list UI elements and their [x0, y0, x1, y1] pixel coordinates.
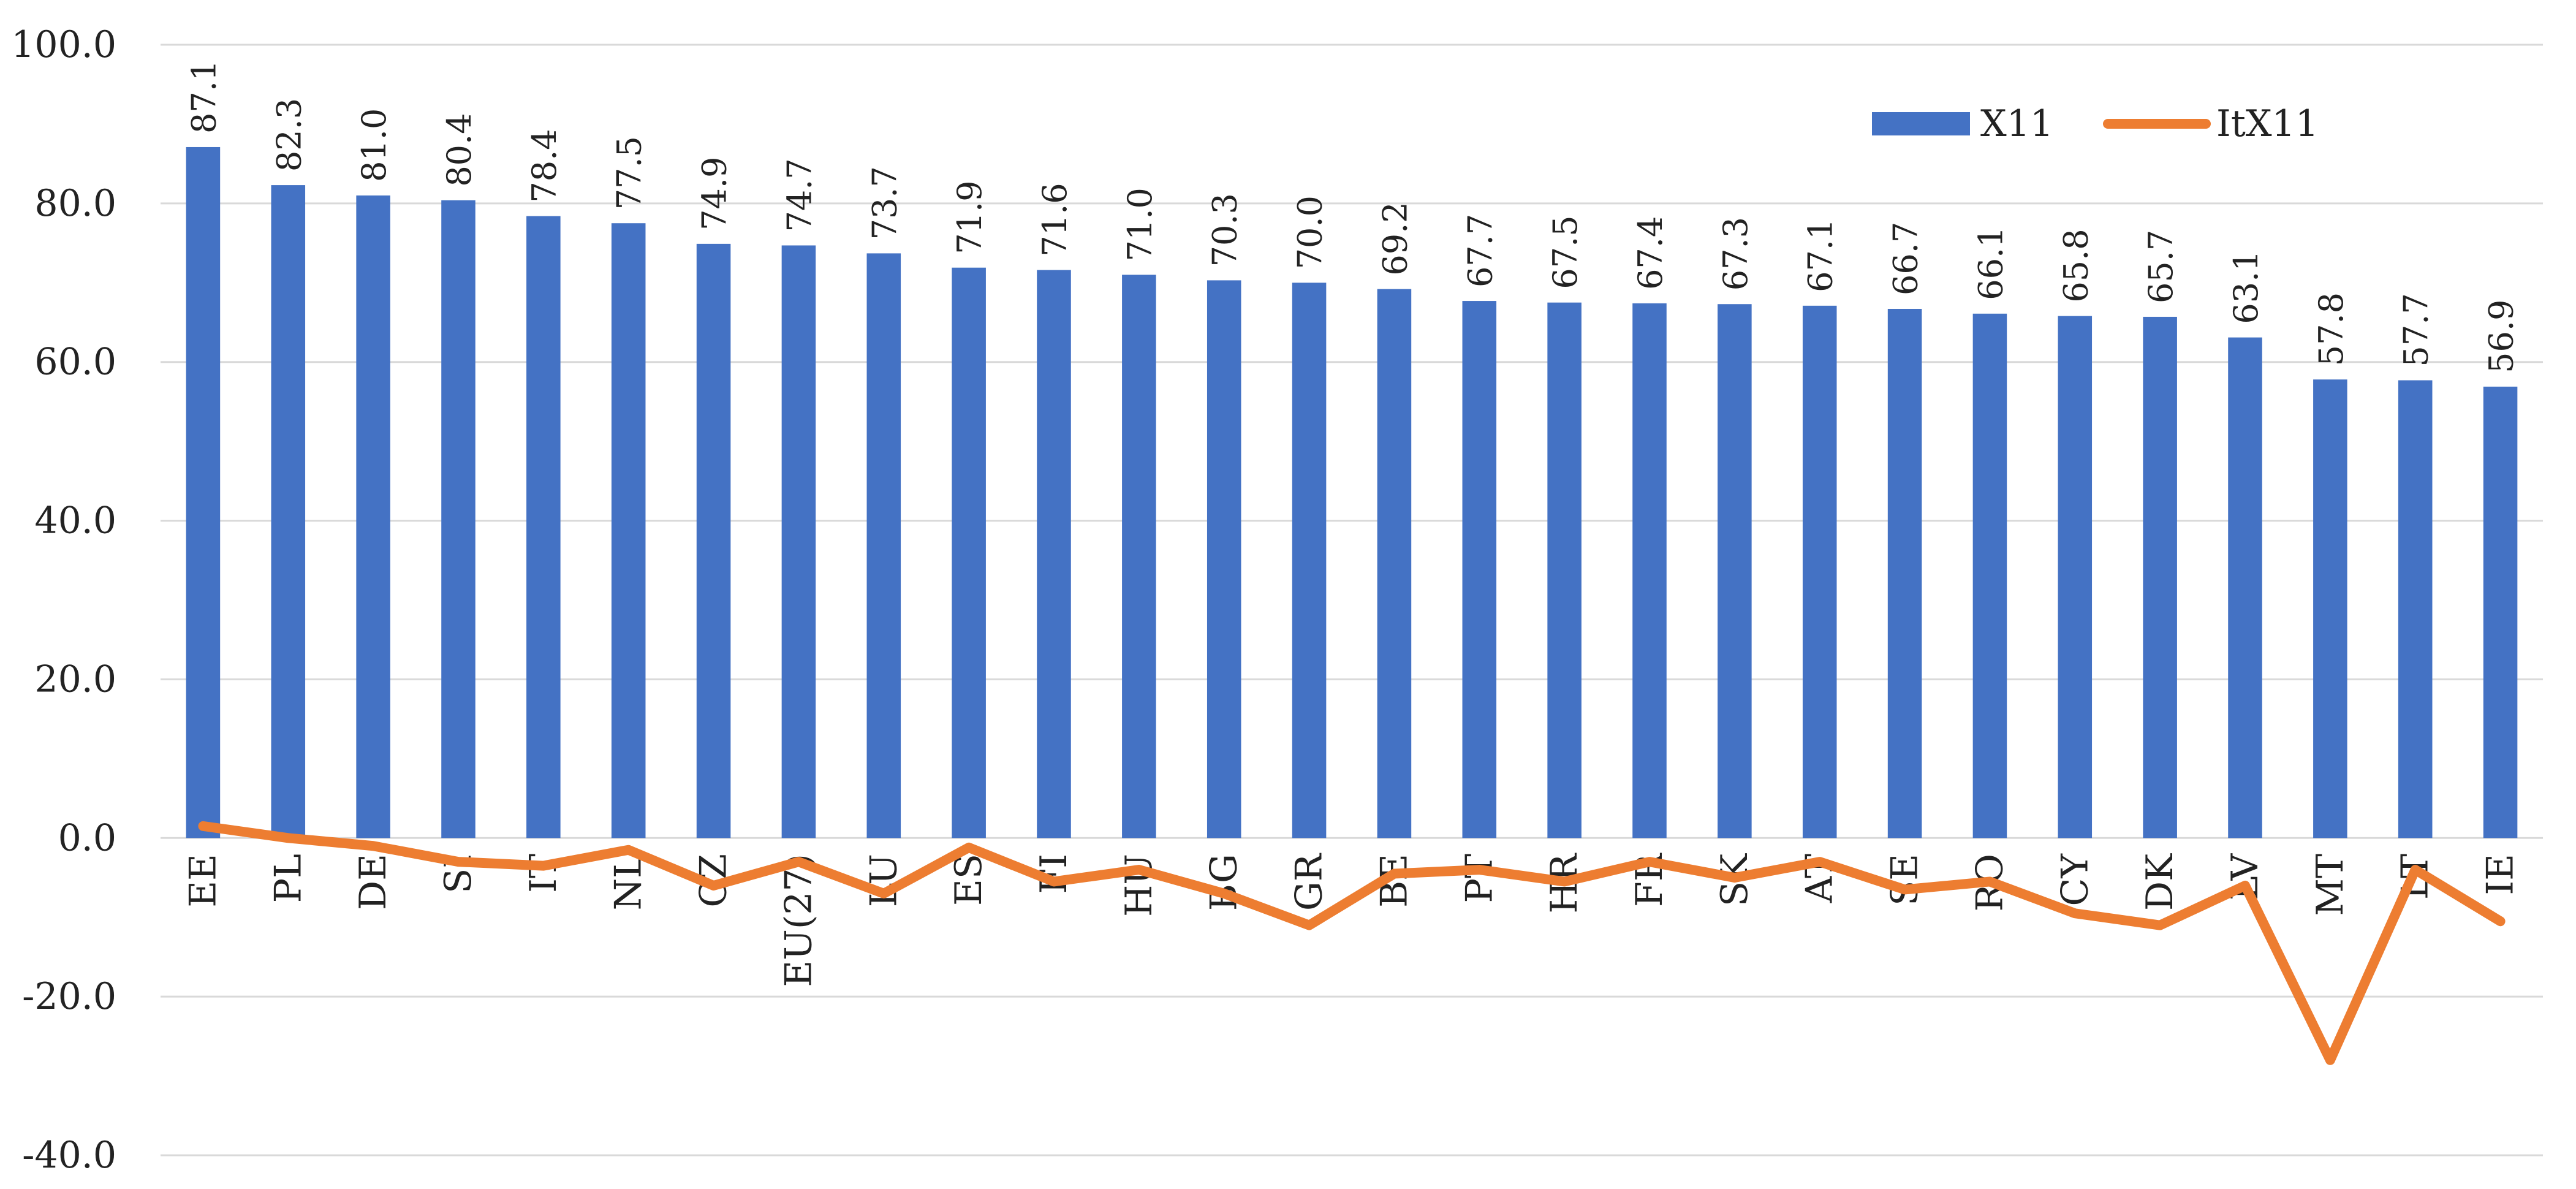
bar-series-x11 — [186, 146, 2518, 838]
y-tick-label: 100.0 — [11, 23, 116, 66]
bar — [1972, 313, 2007, 838]
legend-swatch-x11 — [1872, 112, 1970, 135]
category-label: GR — [1288, 853, 1331, 911]
legend: X11 ItX11 — [1872, 102, 2319, 145]
bar — [2228, 337, 2262, 838]
data-label: 57.7 — [2397, 293, 2436, 367]
legend-label-itx11: ItX11 — [2216, 102, 2319, 145]
bar — [2483, 386, 2518, 838]
category-label: MT — [2309, 854, 2352, 916]
category-label: PT — [1458, 854, 1501, 903]
y-axis-tick-labels: -40.0 -20.0 0.0 20.0 40.0 60.0 80.0 100.0 — [11, 23, 116, 1177]
bar-data-labels: 87.1 82.3 81.0 80.4 78.4 77.5 74.9 74.7 73.7 71.9… — [184, 60, 2520, 373]
bar — [1207, 280, 1241, 838]
data-label: 67.5 — [1546, 215, 1585, 289]
data-label: 74.7 — [780, 158, 819, 232]
data-label: 70.0 — [1291, 196, 1330, 269]
category-label: DE — [352, 854, 395, 910]
data-label: 69.2 — [1376, 202, 1414, 275]
data-label: 65.8 — [2056, 229, 2095, 302]
category-label: NL — [607, 854, 650, 910]
data-label: 67.1 — [1801, 219, 1840, 292]
data-label: 71.6 — [1036, 183, 1074, 256]
data-label: 77.5 — [610, 136, 649, 210]
bar — [1122, 275, 1156, 838]
y-tick-label: -40.0 — [22, 1134, 116, 1177]
bar — [696, 243, 731, 838]
y-tick-label: 60.0 — [34, 341, 116, 384]
bar — [441, 200, 475, 838]
data-label: 82.3 — [270, 98, 308, 172]
category-label: PL — [267, 854, 309, 903]
bar — [2398, 380, 2433, 838]
bar — [1887, 308, 1922, 838]
y-tick-label: 40.0 — [34, 500, 116, 542]
bar — [1037, 270, 1071, 838]
data-label: 81.0 — [355, 108, 393, 182]
data-label: 66.7 — [1887, 222, 1925, 295]
data-label: 73.7 — [865, 166, 904, 240]
data-label: 70.3 — [1206, 193, 1244, 267]
data-label: 78.4 — [525, 129, 564, 202]
bar — [356, 195, 390, 838]
data-label: 74.9 — [695, 157, 734, 230]
data-label: 80.4 — [440, 113, 479, 186]
data-label: 67.4 — [1631, 216, 1670, 290]
data-label: 63.1 — [2227, 250, 2265, 324]
data-label: 67.7 — [1461, 214, 1499, 287]
bar — [1462, 301, 1497, 838]
data-label: 66.1 — [1971, 227, 2010, 300]
bar — [2058, 316, 2093, 838]
bar — [2143, 316, 2177, 838]
data-label: 71.9 — [950, 180, 989, 254]
data-label: 71.0 — [1121, 188, 1159, 261]
bar — [1718, 304, 1752, 838]
y-tick-label: 80.0 — [34, 182, 116, 225]
bar — [781, 245, 816, 838]
bar — [526, 216, 561, 838]
bar — [186, 146, 221, 838]
category-label: EU(27) — [777, 854, 820, 987]
category-label: ES — [947, 854, 990, 906]
line-series-itx11 — [198, 821, 2506, 1065]
y-tick-label: 20.0 — [34, 658, 116, 701]
category-label: CY — [2053, 853, 2096, 906]
bar — [1547, 302, 1582, 838]
y-tick-label: -20.0 — [22, 975, 116, 1018]
legend-label-x11: X11 — [1980, 102, 2053, 145]
gridlines — [161, 44, 2543, 1157]
bar — [1377, 289, 1412, 838]
data-label: 65.7 — [2142, 230, 2180, 303]
bar — [952, 267, 986, 838]
y-tick-label: 0.0 — [58, 816, 116, 859]
data-label: 57.8 — [2312, 292, 2351, 366]
category-label: DK — [2138, 853, 2181, 911]
series-line-itx11 — [198, 821, 2506, 1065]
data-label: 67.3 — [1716, 217, 1755, 291]
bar — [271, 185, 306, 838]
data-label: 56.9 — [2482, 300, 2521, 373]
category-label: IE — [2479, 854, 2522, 895]
bar — [1292, 283, 1327, 838]
bar — [611, 223, 646, 838]
category-label: HU — [1118, 854, 1161, 917]
bar — [1632, 303, 1667, 838]
bar — [866, 253, 901, 838]
category-label: EE — [181, 854, 224, 908]
data-label: 87.1 — [184, 60, 223, 134]
bar — [2313, 379, 2347, 838]
bar — [1802, 305, 1837, 838]
